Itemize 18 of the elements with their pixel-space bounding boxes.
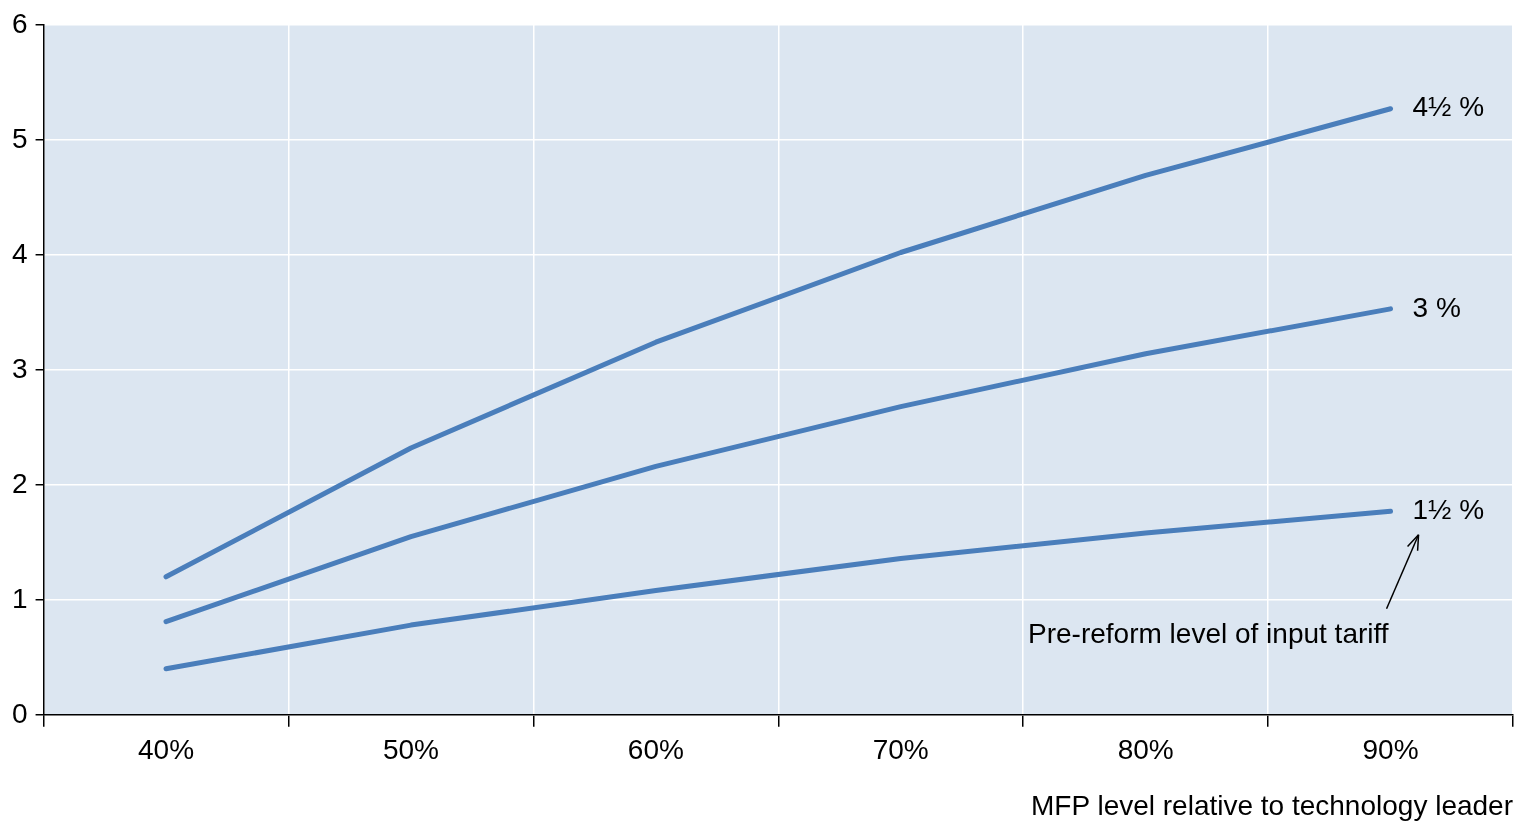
x-tick-label: 50% [382,734,439,766]
series-label: 1½ % [1412,493,1485,525]
series-label: 3 % [1412,291,1461,323]
y-tick-label: 3 [11,352,28,384]
y-tick-label: 6 [11,7,28,39]
annotation: Pre-reform level of input tariff [1028,617,1389,649]
y-tick-label: 5 [11,122,28,154]
y-tick-label: 1 [11,582,28,614]
x-tick-label: 40% [138,734,195,766]
x-tick-label: 80% [1117,734,1174,766]
y-tick-label: 4 [11,237,28,269]
x-tick-label: 90% [1362,734,1419,766]
y-tick-label: 0 [11,697,28,729]
x-axis-title: MFP level relative to technology leader [1031,789,1513,821]
y-tick-label: 2 [11,467,28,499]
series-label: 4½ % [1412,91,1485,123]
x-tick-label: 60% [627,734,684,766]
x-tick-label: 70% [872,734,929,766]
